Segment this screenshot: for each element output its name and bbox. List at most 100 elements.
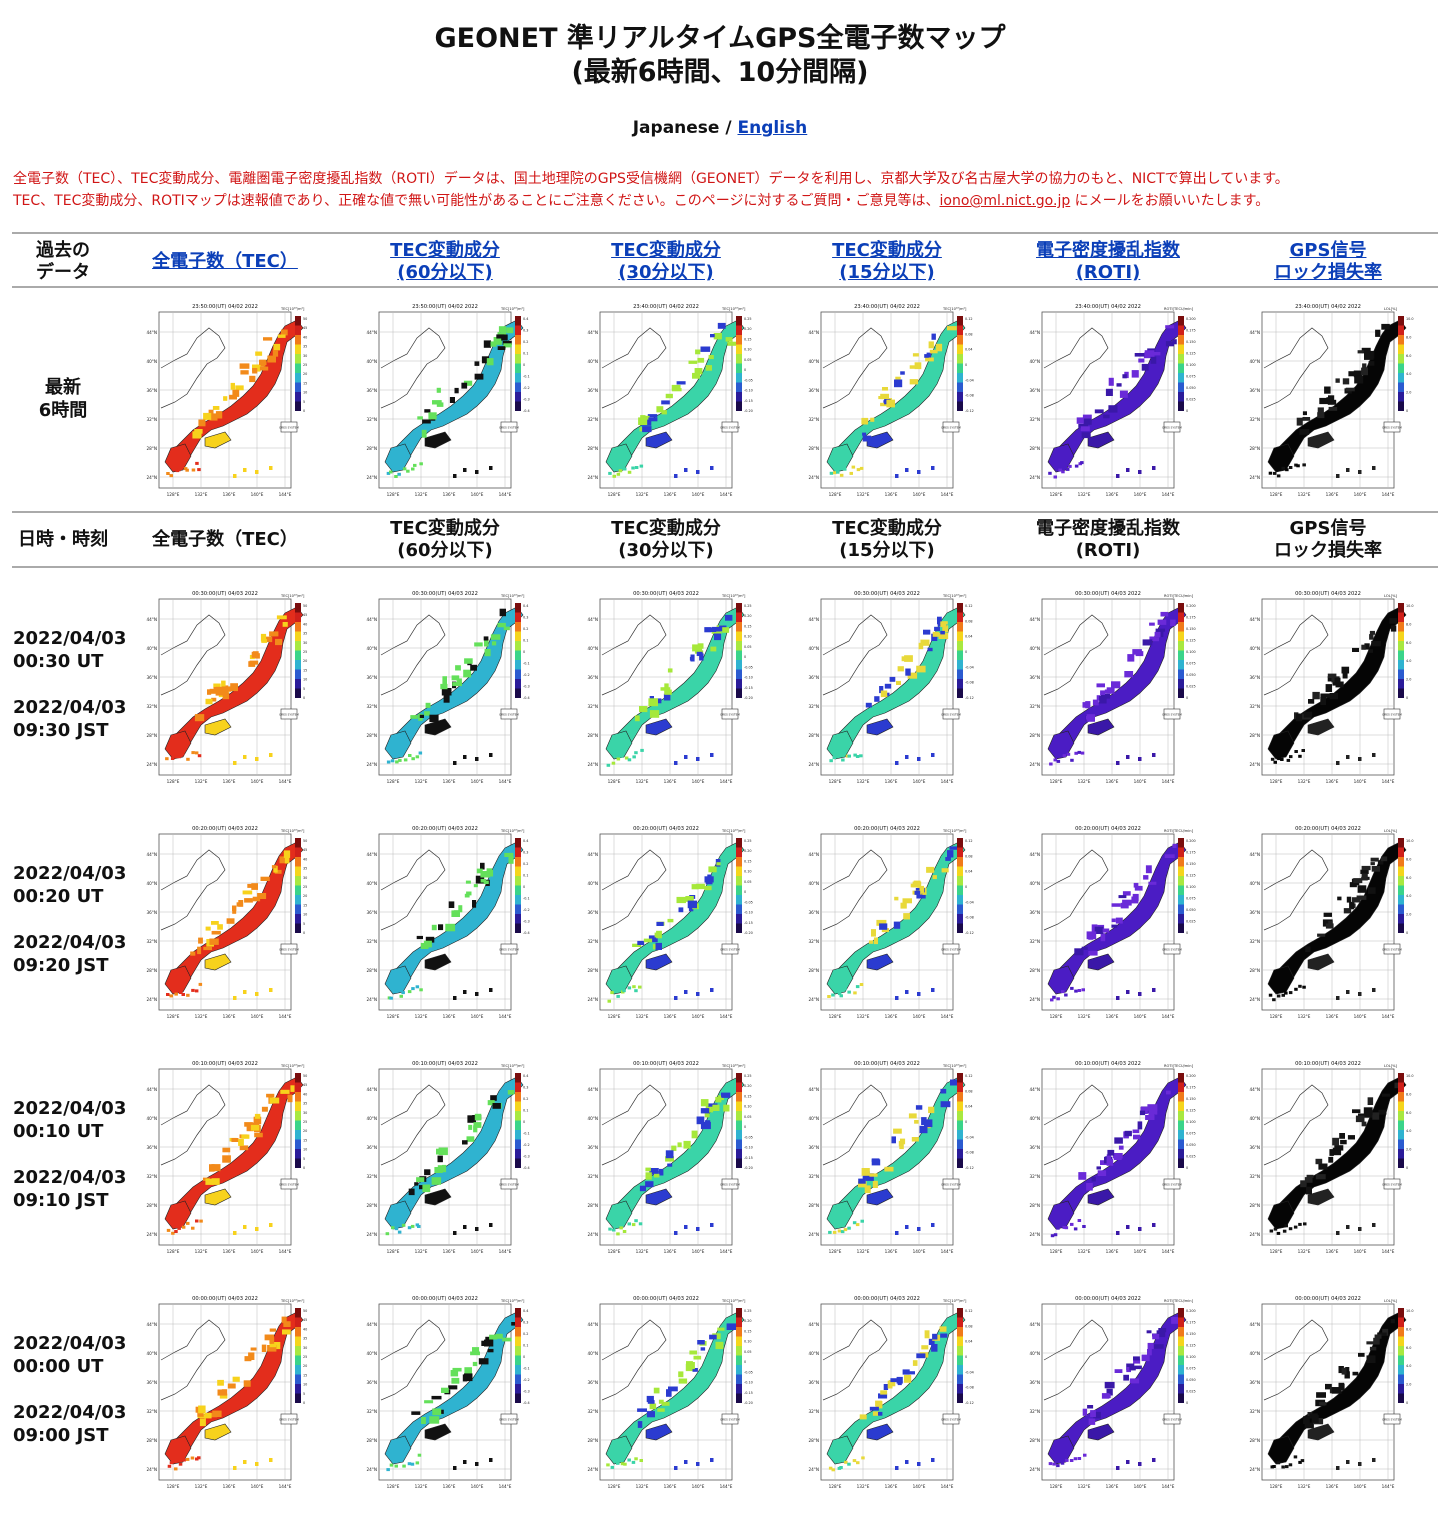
colorbar-label: -0.05 [744,1135,753,1139]
map-data-patch [1325,684,1332,692]
colorbar-segment [515,857,521,867]
map-image-dtec60[interactable]: 0.4 0.3 0.2 0.1 0 -0.1 -0.2 -0.3 -0.4 TEC[10¹⁶/m²… [355,1055,535,1260]
map-data-patch [195,1406,200,1413]
map-image-dtec15[interactable]: 0.12 0.08 0.04 0 -0.04 -0.08 -0.12 TEC[10¹⁶/m²]… [797,298,977,503]
map-data-patch [1308,699,1315,704]
colorbar-segment [1398,603,1404,613]
map-data-patch [656,930,662,939]
header-link-dtec60[interactable]: TEC変動成分 (60分以下) [390,240,500,283]
longitude-label: 140°E [1354,779,1367,784]
map-data-patch [1381,323,1390,330]
latitude-label: 32°N [1249,417,1260,422]
map-data-patch [1370,857,1379,862]
map-image-tec[interactable]: 50 45 40 35 30 25 20 15 10 5 0 TEC[10¹⁶/m²] GRES SYS… [135,1290,315,1495]
map-image-dtec60[interactable]: 0.4 0.3 0.2 0.1 0 -0.1 -0.2 -0.3 -0.4 TEC[10¹⁶/m²… [355,298,535,503]
continent-coastline [1043,327,1109,409]
system-logo-box [1383,943,1401,955]
map-svg: 0.2000.1750.1500.1250.1000.0750.0500.025… [1018,820,1198,1025]
map-data-patch [926,352,932,361]
map-data-patch [902,898,912,904]
map-data-patch [484,649,491,657]
map-svg: 0.250.200.150.100.050-0.05-0.10-0.15-0.2… [576,820,756,1025]
map-image-roti[interactable]: 0.200 0.175 0.150 0.125 0.100 0.075 0.050 0.025… [1018,1055,1198,1260]
map-island-dot [165,757,169,761]
map-image-roti[interactable]: 0.200 0.175 0.150 0.125 0.100 0.075 0.050 0.025… [1018,585,1198,790]
map-image-dtec30[interactable]: 0.25 0.20 0.15 0.10 0.05 0 -0.05 -0.10 -0.15 -0.2… [576,585,756,790]
map-image-dtec15[interactable]: 0.12 0.08 0.04 0 -0.04 -0.08 -0.12 TEC[10¹⁶/m²]… [797,1055,977,1260]
map-timestamp: 00:00:00(UT) 04/03 2022 [1075,1296,1141,1302]
map-image-dtec60[interactable]: 0.4 0.3 0.2 0.1 0 -0.1 -0.2 -0.3 -0.4 TEC[10¹⁶/m²… [355,820,535,1025]
colorbar-segment [736,650,742,660]
colorbar-label: 50 [303,839,307,843]
map-image-dtec30[interactable]: 0.25 0.20 0.15 0.10 0.05 0 -0.05 -0.10 -0.15 -0.2… [576,1290,756,1495]
map-image-lol[interactable]: 10.0 8.0 6.0 4.0 2.0 0 LOL[%] GRES SYSTEM 00:20:… [1238,820,1418,1025]
map-data-patch [1364,353,1374,360]
language-english-link[interactable]: English [737,118,808,138]
header-link-tec[interactable]: 全電子数（TEC） [152,251,298,272]
map-data-patch [1086,715,1095,720]
latitude-label: 40°N [808,881,819,886]
map-data-patch [1319,397,1329,405]
system-logo-box [1163,1178,1181,1190]
map-image-lol[interactable]: 10.0 8.0 6.0 4.0 2.0 0 LOL[%] GRES SYSTEM 00:30:… [1238,585,1418,790]
map-data-patch [1389,618,1398,624]
colorbar-label: -0.4 [523,1401,530,1405]
map-island-dot [453,761,457,765]
map-data-patch [283,850,291,858]
map-image-dtec30[interactable]: 0.25 0.20 0.15 0.10 0.05 0 -0.05 -0.10 -0.15 -0.2… [576,298,756,503]
map-image-tec[interactable]: 50 45 40 35 30 25 20 15 10 5 0 TEC[10¹⁶/m²] GRES SYS… [135,820,315,1025]
map-island-dot [836,470,840,474]
colorbar-segment [295,1120,301,1130]
header-link-lol[interactable]: GPS信号 ロック損失率 [1274,240,1382,283]
header-link-dtec15[interactable]: TEC変動成分 (15分以下) [832,240,942,283]
map-image-dtec15[interactable]: 0.12 0.08 0.04 0 -0.04 -0.08 -0.12 TEC[10¹⁶/m²]… [797,1290,977,1495]
map-image-dtec15[interactable]: 0.12 0.08 0.04 0 -0.04 -0.08 -0.12 TEC[10¹⁶/m²]… [797,585,977,790]
map-island-dot [1285,468,1289,472]
map-image-lol[interactable]: 10.0 8.0 6.0 4.0 2.0 0 LOL[%] GRES SYSTEM 00:10:… [1238,1055,1418,1260]
latitude-label: 44°N [366,617,377,622]
map-timestamp: 23:40:00(UT) 04/02 2022 [1295,304,1361,310]
map-island-dot [1050,1234,1055,1238]
colorbar-label: -0.12 [965,696,974,700]
map-image-dtec30[interactable]: 0.25 0.20 0.15 0.10 0.05 0 -0.05 -0.10 -0.15 -0.2… [576,820,756,1025]
map-image-dtec30[interactable]: 0.25 0.20 0.15 0.10 0.05 0 -0.05 -0.10 -0.15 -0.2… [576,1055,756,1260]
map-image-tec[interactable]: 50 45 40 35 30 25 20 15 10 5 0 TEC[10¹⁶/m²] GRES SYS… [135,298,315,503]
map-image-roti[interactable]: 0.200 0.175 0.150 0.125 0.100 0.075 0.050 0.025… [1018,298,1198,503]
colorbar-segment [1398,866,1404,876]
colorbar-label: 0 [965,1120,967,1124]
map-island-dot [1372,753,1376,757]
latitude-label: 28°N [587,733,598,738]
map-island-dot [174,992,178,996]
map-island-dot [931,1223,935,1227]
header-link-roti[interactable]: 電子密度擾乱指数 (ROTI) [1036,240,1180,283]
map-image-tec[interactable]: 50 45 40 35 30 25 20 15 10 5 0 TEC[10¹⁶/m²] GRES SYS… [135,585,315,790]
colorbar-label: 0.050 [1186,386,1196,390]
map-data-patch [942,625,949,633]
map-image-lol[interactable]: 10.0 8.0 6.0 4.0 2.0 0 LOL[%] GRES SYSTEM 00:00:… [1238,1290,1418,1495]
header-col-dtec60: TEC変動成分 (60分以下) [345,234,545,290]
longitude-label: 140°E [1354,1014,1367,1019]
map-image-dtec60[interactable]: 0.4 0.3 0.2 0.1 0 -0.1 -0.2 -0.3 -0.4 TEC[10¹⁶/m²… [355,585,535,790]
system-logo-box [1383,1413,1401,1425]
map-data-patch [902,1369,910,1375]
map-image-roti[interactable]: 0.200 0.175 0.150 0.125 0.100 0.075 0.050 0.025… [1018,820,1198,1025]
map-island-dot [1152,1223,1156,1227]
row-ut-time: 00:00 UT [13,1356,104,1377]
latitude-label: 36°N [587,910,598,915]
map-data-patch [481,356,490,364]
map-image-lol[interactable]: 10.0 8.0 6.0 4.0 2.0 0 LOL[%] GRES SYSTEM 23:40:… [1238,298,1418,503]
map-data-patch [431,924,437,931]
map-image-tec[interactable]: 50 45 40 35 30 25 20 15 10 5 0 TEC[10¹⁶/m²] GRES SYS… [135,1055,315,1260]
map-image-dtec60[interactable]: 0.4 0.3 0.2 0.1 0 -0.1 -0.2 -0.3 -0.4 TEC[10¹⁶/m²… [355,1290,535,1495]
map-data-patch [283,1321,291,1327]
colorbar-label: -0.08 [965,681,974,685]
map-image-dtec15[interactable]: 0.12 0.08 0.04 0 -0.04 -0.08 -0.12 TEC[10¹⁶/m²]… [797,820,977,1025]
map-data-patch [1382,1328,1389,1336]
colorbar-unit: ROTI[TECU/min] [1164,1064,1194,1068]
contact-email-link[interactable]: iono@ml.nict.go.jp [939,193,1071,209]
map-image-roti[interactable]: 0.200 0.175 0.150 0.125 0.100 0.075 0.050 0.025… [1018,1290,1198,1495]
map-island-dot [1288,466,1293,469]
map-data-patch [858,1181,867,1188]
map-data-patch [432,400,442,405]
header-link-dtec30[interactable]: TEC変動成分 (30分以下) [611,240,721,283]
